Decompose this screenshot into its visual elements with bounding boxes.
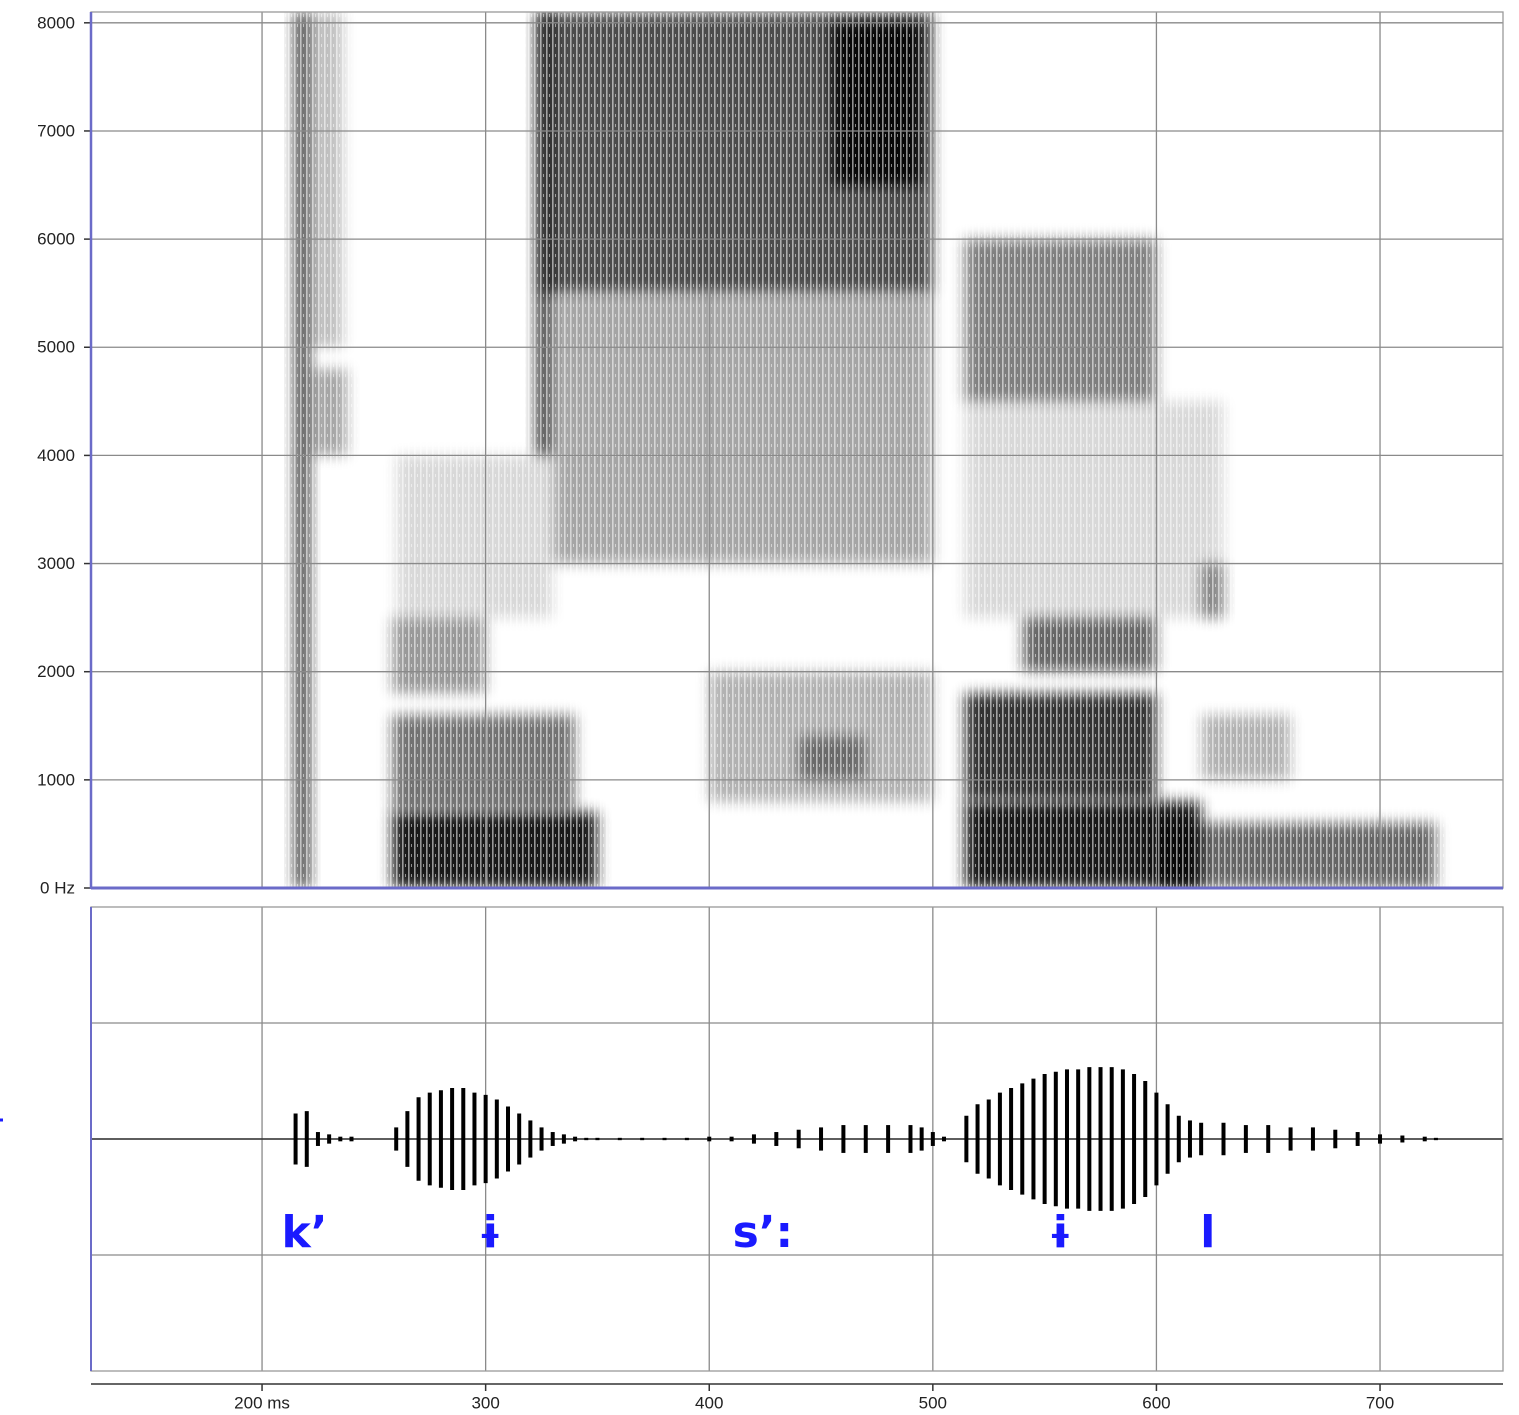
phone-label: k’ — [282, 1207, 328, 1258]
x-tick-label: 200 ms — [234, 1393, 290, 1412]
phone-label: ɨ — [1048, 1207, 1072, 1258]
x-tick-label: 500 — [919, 1393, 947, 1412]
x-tick-label: 700 — [1366, 1393, 1394, 1412]
y-tick-label: 7000 — [37, 121, 75, 140]
y-tick-label: 3000 — [37, 554, 75, 573]
y-tick-label: 4000 — [37, 446, 75, 465]
striation-texture — [91, 12, 1503, 888]
x-tick-label: 600 — [1142, 1393, 1170, 1412]
y-tick-label: 1000 — [37, 770, 75, 789]
y-tick-label: 2000 — [37, 662, 75, 681]
y-tick-label: 8000 — [37, 13, 75, 32]
y-tick-label: 6000 — [37, 230, 75, 249]
y-tick-label: 5000 — [37, 338, 75, 357]
phone-label: l — [1200, 1207, 1215, 1258]
x-tick-label: 300 — [471, 1393, 499, 1412]
waveform: k’ ɨ s’: ɨ l — [91, 1067, 1503, 1258]
phone-label: ɨ — [478, 1207, 502, 1258]
y-tick-label: 0 Hz — [40, 878, 75, 897]
x-tick-label: 400 — [695, 1393, 723, 1412]
phone-label: s’: — [733, 1207, 794, 1258]
